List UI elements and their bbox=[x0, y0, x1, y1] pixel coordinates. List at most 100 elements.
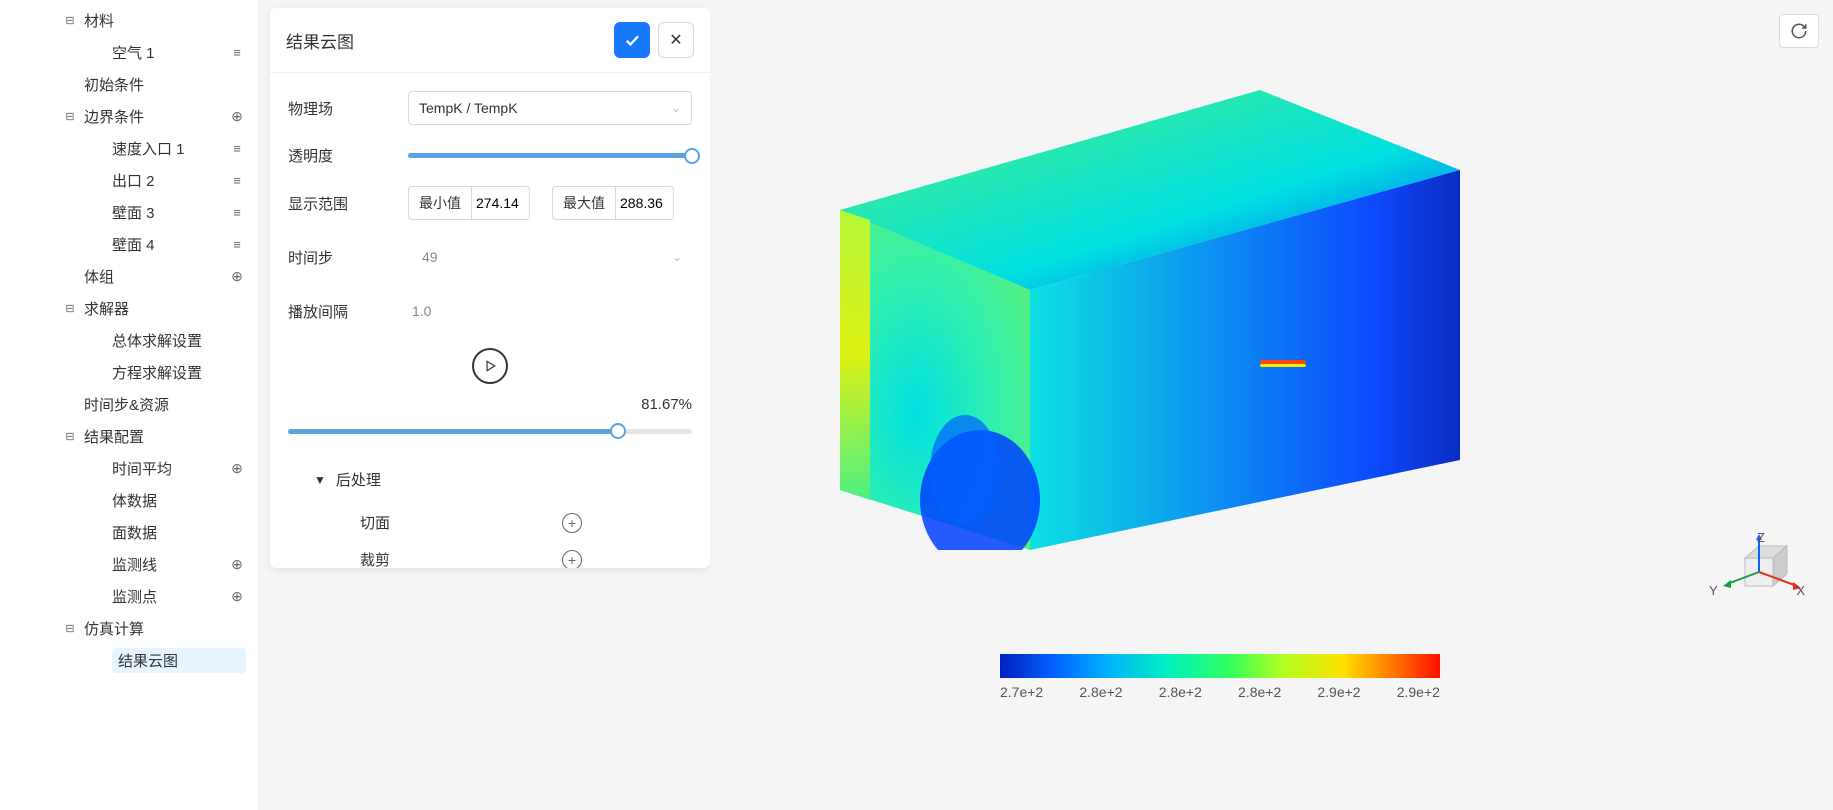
interval-label: 播放间隔 bbox=[288, 301, 408, 322]
tree-label: 面数据 bbox=[112, 522, 246, 543]
opacity-label: 透明度 bbox=[288, 145, 408, 166]
caret-down-icon: ▼ bbox=[314, 473, 326, 487]
tree-node-inlet[interactable]: 速度入口 1 bbox=[0, 132, 258, 164]
max-button[interactable]: 最大值 bbox=[552, 186, 616, 220]
max-input[interactable] bbox=[616, 186, 674, 220]
tree-label: 出口 2 bbox=[112, 170, 228, 191]
add-icon[interactable]: ⊕ bbox=[228, 107, 246, 125]
tree-label: 空气 1 bbox=[112, 42, 228, 63]
colorbar: 2.7e+22.8e+22.8e+22.8e+22.9e+22.9e+2 bbox=[1000, 654, 1440, 700]
tree-node-surfdata[interactable]: 面数据 bbox=[0, 516, 258, 548]
min-input[interactable] bbox=[472, 186, 530, 220]
tree-label: 结果配置 bbox=[84, 426, 246, 447]
contour-render bbox=[770, 80, 1470, 550]
refresh-button[interactable] bbox=[1779, 14, 1819, 48]
tree-node-timeavg[interactable]: 时间平均 ⊕ bbox=[0, 452, 258, 484]
tree-label: 边界条件 bbox=[84, 106, 228, 127]
tree-node-volgroup[interactable]: 体组 ⊕ bbox=[0, 260, 258, 292]
pp-clip: 裁剪 + bbox=[288, 541, 692, 568]
collapse-icon[interactable]: ⊟ bbox=[62, 108, 78, 124]
timestep-select[interactable] bbox=[418, 240, 672, 274]
timestep-label: 时间步 bbox=[288, 247, 408, 268]
tree-node-outlet[interactable]: 出口 2 bbox=[0, 164, 258, 196]
colorbar-gradient bbox=[1000, 654, 1440, 678]
tree-label: 时间平均 bbox=[112, 458, 228, 479]
pp-slice-label: 切面 bbox=[360, 512, 562, 533]
tree-node-contour[interactable]: 结果云图 bbox=[0, 644, 258, 676]
tree-label: 监测线 bbox=[112, 554, 228, 575]
tree-label: 材料 bbox=[84, 10, 246, 31]
close-button[interactable]: ✕ bbox=[658, 22, 694, 58]
tree-node-boundary[interactable]: ⊟ 边界条件 ⊕ bbox=[0, 100, 258, 132]
tree-node-monpt[interactable]: 监测点 ⊕ bbox=[0, 580, 258, 612]
progress-slider[interactable] bbox=[288, 421, 692, 441]
options-icon[interactable] bbox=[228, 203, 246, 221]
tree-label: 初始条件 bbox=[84, 74, 246, 95]
tree-node-air[interactable]: 空气 1 bbox=[0, 36, 258, 68]
chevron-down-icon: ⌄ bbox=[671, 101, 681, 115]
postproc-title: 后处理 bbox=[336, 469, 381, 490]
axis-gizmo[interactable]: Z X Y bbox=[1705, 530, 1805, 610]
tree-label: 体数据 bbox=[112, 490, 246, 511]
confirm-button[interactable] bbox=[614, 22, 650, 58]
tree-label: 壁面 4 bbox=[112, 234, 228, 255]
tree-label: 壁面 3 bbox=[112, 202, 228, 223]
model-tree[interactable]: ⊟ 材料 空气 1 初始条件 ⊟ 边界条件 ⊕ 速度入口 1 出口 2 壁面 3… bbox=[0, 0, 258, 810]
tree-node-sim[interactable]: ⊟ 仿真计算 bbox=[0, 612, 258, 644]
contour-panel: 结果云图 ✕ 物理场 TempK / TempK ⌄ 透明度 显示范围 最小值 bbox=[270, 8, 710, 568]
chevron-down-icon: ⌄ bbox=[672, 250, 682, 264]
tree-node-wall3[interactable]: 壁面 3 bbox=[0, 196, 258, 228]
add-icon[interactable]: ⊕ bbox=[228, 555, 246, 573]
opacity-slider[interactable] bbox=[408, 146, 692, 166]
tree-node-material[interactable]: ⊟ 材料 bbox=[0, 4, 258, 36]
tree-label: 结果云图 bbox=[112, 648, 246, 673]
tree-node-voldata[interactable]: 体数据 bbox=[0, 484, 258, 516]
options-icon[interactable] bbox=[228, 171, 246, 189]
options-icon[interactable] bbox=[228, 43, 246, 61]
add-icon[interactable]: ⊕ bbox=[228, 459, 246, 477]
collapse-icon[interactable]: ⊟ bbox=[62, 300, 78, 316]
tree-node-wall4[interactable]: 壁面 4 bbox=[0, 228, 258, 260]
options-icon[interactable] bbox=[228, 235, 246, 253]
add-icon[interactable]: ⊕ bbox=[228, 587, 246, 605]
options-icon[interactable] bbox=[228, 139, 246, 157]
tree-label: 仿真计算 bbox=[84, 618, 246, 639]
progress-text: 81.67% bbox=[288, 396, 692, 413]
tree-node-solver-eqn[interactable]: 方程求解设置 bbox=[0, 356, 258, 388]
interval-input[interactable] bbox=[408, 294, 692, 328]
field-value: TempK / TempK bbox=[419, 100, 671, 116]
postproc-toggle[interactable]: ▼ 后处理 bbox=[288, 469, 692, 490]
range-label: 显示范围 bbox=[288, 193, 408, 214]
tree-label: 总体求解设置 bbox=[112, 330, 246, 351]
tree-node-solver[interactable]: ⊟ 求解器 bbox=[0, 292, 258, 324]
add-slice-button[interactable]: + bbox=[562, 513, 582, 533]
field-select[interactable]: TempK / TempK ⌄ bbox=[408, 91, 692, 125]
collapse-icon[interactable]: ⊟ bbox=[62, 620, 78, 636]
tree-node-resultcfg[interactable]: ⊟ 结果配置 bbox=[0, 420, 258, 452]
tree-label: 求解器 bbox=[84, 298, 246, 319]
viewport-3d[interactable]: 2.7e+22.8e+22.8e+22.8e+22.9e+22.9e+2 Z X… bbox=[710, 0, 1833, 810]
tree-node-initial[interactable]: 初始条件 bbox=[0, 68, 258, 100]
field-label: 物理场 bbox=[288, 98, 408, 119]
panel-header: 结果云图 ✕ bbox=[270, 8, 710, 73]
axis-x-label: X bbox=[1796, 583, 1805, 598]
play-button[interactable] bbox=[472, 348, 508, 384]
panel-title: 结果云图 bbox=[286, 28, 606, 53]
pp-clip-label: 裁剪 bbox=[360, 549, 562, 568]
min-button[interactable]: 最小值 bbox=[408, 186, 472, 220]
add-clip-button[interactable]: + bbox=[562, 550, 582, 569]
collapse-icon[interactable]: ⊟ bbox=[62, 12, 78, 28]
axis-y-label: Y bbox=[1709, 583, 1718, 598]
tree-label: 方程求解设置 bbox=[112, 362, 246, 383]
tree-label: 时间步&资源 bbox=[84, 394, 246, 415]
tree-node-monline[interactable]: 监测线 ⊕ bbox=[0, 548, 258, 580]
tree-node-timeres[interactable]: 时间步&资源 bbox=[0, 388, 258, 420]
tree-node-solver-global[interactable]: 总体求解设置 bbox=[0, 324, 258, 356]
pp-slice: 切面 + bbox=[288, 504, 692, 541]
collapse-icon[interactable]: ⊟ bbox=[62, 428, 78, 444]
add-icon[interactable]: ⊕ bbox=[228, 267, 246, 285]
axis-z-label: Z bbox=[1757, 530, 1765, 545]
tree-label: 体组 bbox=[84, 266, 228, 287]
tree-label: 速度入口 1 bbox=[112, 138, 228, 159]
colorbar-ticks: 2.7e+22.8e+22.8e+22.8e+22.9e+22.9e+2 bbox=[1000, 684, 1440, 700]
